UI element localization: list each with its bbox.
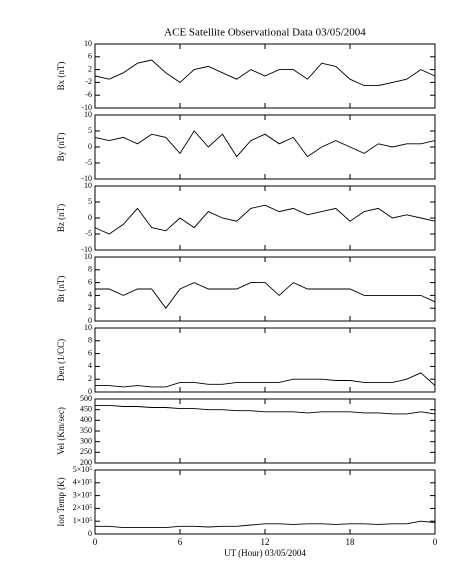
y-axis-label: Vel (Km/sec) [56,407,66,455]
y-tick-label: 5 [88,126,92,135]
y-tick-label: -10 [81,174,92,183]
y-tick-label: 4 [88,361,92,370]
y-tick-label: 0 [88,142,92,151]
y-tick-label: 0 [88,529,92,538]
y-tick-label: 400 [80,415,92,424]
x-tick-label: 0 [93,537,98,547]
y-tick-label: 500 [80,394,92,403]
y-tick-label: 0 [88,213,92,222]
y-tick-label: 5 [88,197,92,206]
y-tick-label: -10 [81,103,92,112]
data-line [95,404,436,415]
y-tick-label: -6 [85,90,92,99]
panel-frame [94,398,436,464]
y-tick-label: 10 [84,323,92,332]
y-tick-label: -2 [85,77,92,86]
y-tick-label: 2×10⁵ [73,503,93,512]
y-tick-label: 4×10⁵ [73,478,93,487]
y-tick-label: 3×10⁵ [73,490,93,499]
y-tick-label: 2 [88,64,92,73]
y-tick-label: 5×10⁵ [73,465,93,474]
y-axis-label: Den (1/CC) [56,339,66,381]
x-tick-label: 0 [433,537,438,547]
y-tick-label: 250 [80,447,92,456]
y-axis-label: Bt (nT) [56,276,66,303]
data-line [94,59,436,87]
panel-frame [94,114,436,180]
y-axis-label: Bx (nT) [56,62,66,91]
data-line [95,372,436,388]
y-tick-label: 4 [88,290,92,299]
y-tick-label: -5 [85,158,92,167]
data-line [95,282,436,309]
y-tick-label: -5 [85,229,92,238]
y-tick-label: 10 [84,252,92,261]
y-tick-label: 6 [88,52,92,61]
y-tick-label: 6 [88,348,92,357]
x-tick-label: 12 [261,537,270,547]
data-line [95,520,436,529]
y-tick-label: 8 [88,265,92,274]
data-line [94,130,436,158]
x-axis-label: UT (Hour) 03/05/2004 [224,548,306,558]
y-tick-label: 0 [88,316,92,325]
y-tick-label: 10 [84,181,92,190]
x-tick-label: 18 [346,537,356,547]
x-tick-label: 6 [178,537,183,547]
y-tick-label: 0 [88,387,92,396]
y-tick-label: 350 [80,426,92,435]
data-line [94,204,436,235]
y-tick-label: 2 [88,374,92,383]
y-axis-label: By (nT) [56,133,66,162]
y-tick-label: 300 [80,436,92,445]
y-tick-label: 10 [84,39,92,48]
y-tick-label: 8 [88,336,92,345]
y-tick-label: 10 [84,110,92,119]
y-tick-label: 200 [80,458,92,467]
chart-title: ACE Satellite Observational Data 03/05/2… [164,27,366,39]
y-axis-label: Ion Temp (K) [56,477,66,526]
y-tick-label: -10 [81,245,92,254]
y-tick-label: 450 [80,404,92,413]
y-axis-label: Bz (nT) [56,204,66,232]
y-tick-label: 2 [88,303,92,312]
y-tick-label: 1×10⁵ [73,516,93,525]
panel-frame [94,185,436,251]
y-tick-label: 6 [88,277,92,286]
